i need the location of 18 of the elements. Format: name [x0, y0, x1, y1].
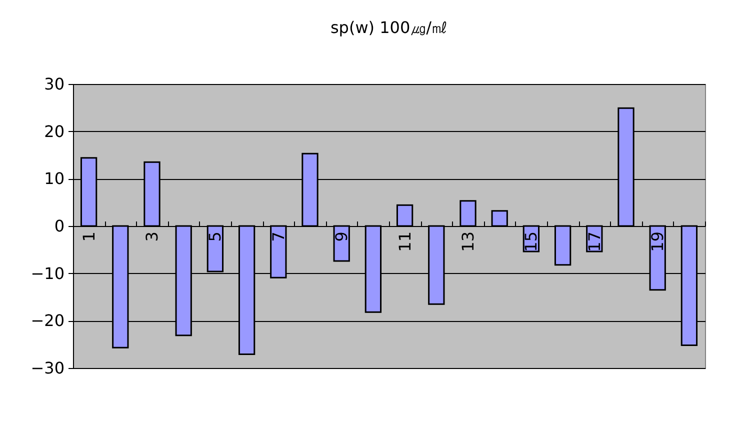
- x-tick-label: 15: [522, 232, 541, 252]
- x-tick-label: 19: [648, 232, 668, 252]
- y-tick-label: 20: [44, 122, 64, 141]
- x-tick-label: 7: [268, 232, 288, 242]
- x-tick-label: 1: [79, 232, 98, 242]
- y-tick-label: 0: [54, 216, 64, 236]
- x-tick-label: 17: [584, 232, 604, 252]
- y-tick-label: −10: [30, 264, 64, 283]
- y-tick-label: 30: [44, 74, 64, 94]
- x-tick-label: 5: [206, 232, 225, 242]
- x-tick-label: 13: [458, 232, 478, 252]
- y-tick-label: 10: [44, 169, 64, 188]
- x-tick-label: 3: [142, 232, 162, 242]
- x-tick-label: 9: [332, 232, 352, 242]
- chart-title: sp(w) 100㎍/㎖: [330, 18, 448, 37]
- y-tick-label: −30: [30, 358, 64, 378]
- x-tick-label: 11: [395, 232, 414, 252]
- y-tick-label: −20: [30, 311, 64, 330]
